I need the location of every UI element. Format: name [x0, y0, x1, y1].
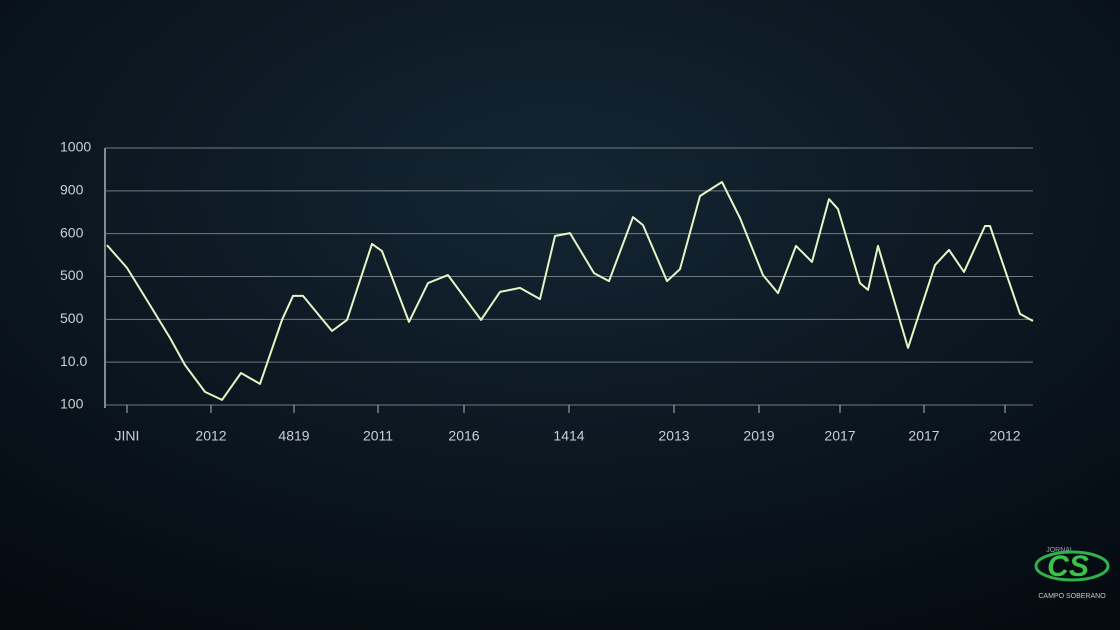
y-tick-label: 500 — [60, 267, 84, 283]
x-tick-label: 2017 — [824, 428, 855, 444]
x-tick-label: JINI — [115, 428, 140, 444]
logo: JORNAL CS CAMPO SOBERANO — [1034, 547, 1110, 600]
y-tick-label: 10.0 — [60, 353, 87, 369]
logo-mark: CS — [1047, 550, 1089, 583]
y-tick-label: 500 — [60, 310, 84, 326]
y-tick-label: 900 — [60, 182, 84, 198]
x-tick-label: 2011 — [363, 428, 393, 444]
logo-top: JORNAL — [1046, 547, 1074, 554]
y-tick-label: 100 — [60, 396, 84, 412]
x-tick-label: 2017 — [908, 428, 939, 444]
logo-bottom: CAMPO SOBERANO — [1038, 593, 1106, 600]
data-line — [106, 181, 1034, 401]
logo-swoosh — [1034, 550, 1110, 582]
x-tick-label: 2012 — [989, 428, 1020, 444]
x-tick-label: 2013 — [658, 428, 689, 444]
x-tick-label: 4819 — [278, 428, 309, 444]
x-tick-label: 2016 — [448, 428, 479, 444]
y-tick-label: 1000 — [60, 139, 91, 155]
x-tick-label: 2012 — [195, 428, 226, 444]
y-tick-label: 600 — [60, 224, 84, 240]
x-tick-label: 1414 — [553, 428, 584, 444]
x-tick-label: 2019 — [743, 428, 774, 444]
